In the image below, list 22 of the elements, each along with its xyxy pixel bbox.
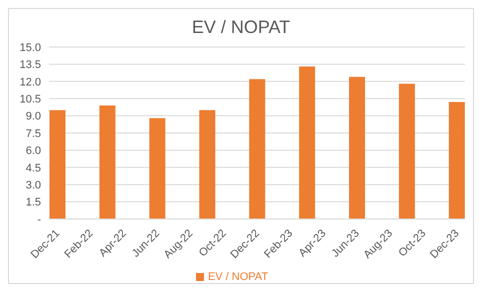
bar [149,118,166,219]
y-tick-label: 10.5 [20,94,41,106]
bar [199,110,216,219]
y-tick-label: 12.0 [20,76,41,88]
bar [349,76,366,219]
bar [249,79,266,219]
y-tick-label: 9.0 [26,110,41,123]
chart-title: EV / NOPAT [190,16,292,39]
y-tick-label: - [37,214,42,226]
y-tick-label: 13.5 [20,59,41,72]
y-tick-label: 3.0 [26,180,41,192]
bar [50,110,66,219]
y-tick-label: 15.0 [20,42,41,54]
bar [448,102,465,219]
legend-label: EV / NOPAT [208,271,268,283]
y-tick-label: 6.0 [26,145,41,158]
bar [299,66,316,219]
bar [99,105,116,219]
bar [398,84,415,219]
y-tick-label: 7.5 [26,128,41,140]
y-tick-label: 1.5 [26,196,41,209]
y-tick-label: 4.5 [26,162,41,174]
